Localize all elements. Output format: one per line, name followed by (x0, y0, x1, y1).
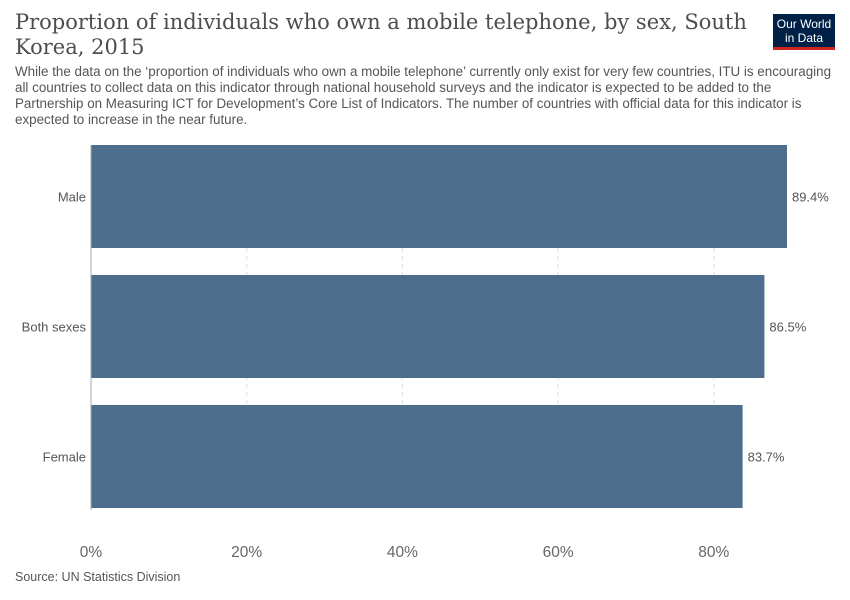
category-label: Male (58, 190, 86, 205)
x-axis: 0% 20% 40% 60% 80% (80, 145, 730, 561)
x-tick-label: 0% (80, 544, 103, 561)
owid-logo[interactable]: Our World in Data (773, 14, 835, 50)
category-label: Female (43, 450, 86, 465)
value-label: 89.4% (792, 190, 829, 205)
source-note: Source: UN Statistics Division (15, 570, 181, 584)
bars (91, 145, 787, 508)
bar-male[interactable] (91, 145, 787, 248)
chart-title: Proportion of individuals who own a mobi… (15, 10, 747, 59)
x-tick-label: 20% (231, 544, 262, 561)
chart-subtitle: While the data on the ‘proportion of ind… (15, 64, 832, 127)
value-label: 86.5% (769, 320, 806, 335)
bar-female[interactable] (91, 405, 743, 508)
logo-line-2: in Data (784, 31, 824, 45)
x-tick-label: 80% (698, 544, 729, 561)
logo-line-1: Our World (776, 17, 832, 31)
x-tick-label: 40% (387, 544, 418, 561)
x-tick-label: 60% (543, 544, 574, 561)
value-label: 83.7% (748, 450, 785, 465)
labels: Male 89.4% Both sexes 86.5% Female 83.7% (22, 190, 830, 465)
category-label: Both sexes (22, 320, 87, 335)
bar-both-sexes[interactable] (91, 275, 765, 378)
